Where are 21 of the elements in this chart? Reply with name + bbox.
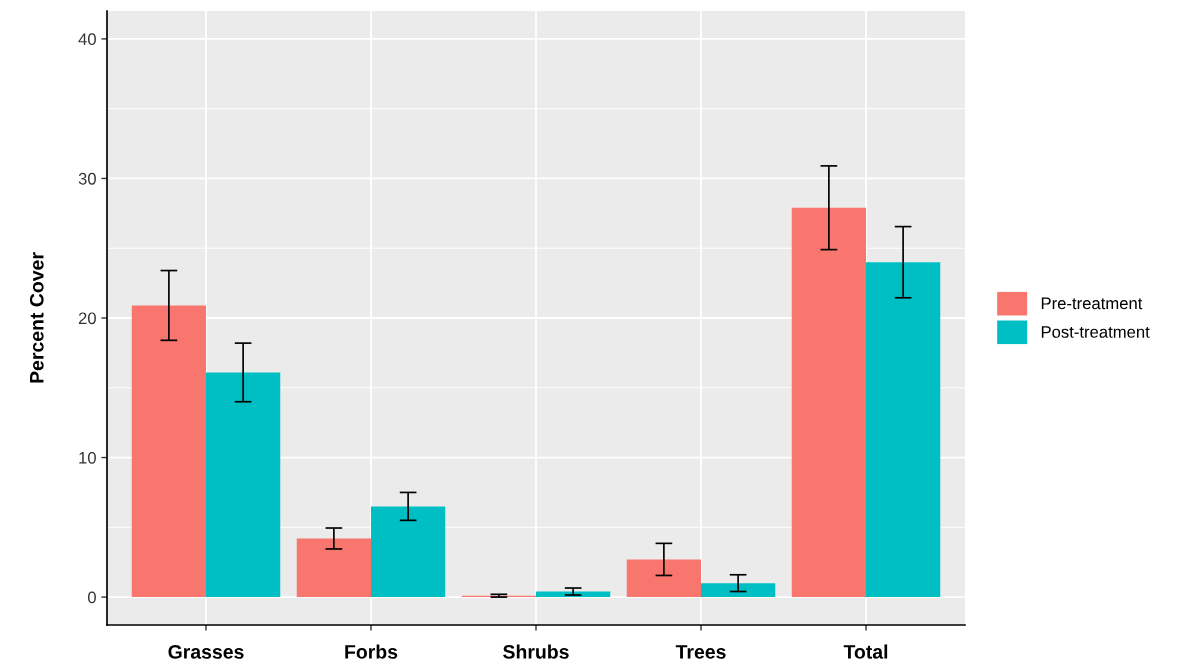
bar: [131, 305, 206, 598]
x-tick-label: Trees: [675, 645, 726, 659]
y-tick-label: 10: [79, 451, 96, 464]
bar: [296, 538, 371, 598]
y-axis-title: Percent Cover: [29, 252, 44, 383]
bar: [701, 583, 776, 598]
y-tick-label: 20: [78, 312, 96, 325]
bar: [791, 207, 866, 598]
bar: [206, 372, 281, 598]
y-tick-label: 0: [87, 591, 96, 604]
legend-label: Pre-treatment: [1041, 297, 1143, 310]
bar: [371, 506, 446, 598]
x-tick-label: Grasses: [168, 644, 244, 659]
x-tick-label: Total: [843, 644, 888, 659]
x-tick-label: Forbs: [345, 644, 398, 659]
x-tick-label: Shrubs: [503, 644, 569, 659]
legend-label: Post-treatment: [1041, 326, 1150, 338]
bar: [626, 559, 701, 598]
y-tick-label: 40: [78, 33, 96, 46]
bar: [866, 262, 941, 598]
y-tick-label: 30: [78, 172, 96, 185]
